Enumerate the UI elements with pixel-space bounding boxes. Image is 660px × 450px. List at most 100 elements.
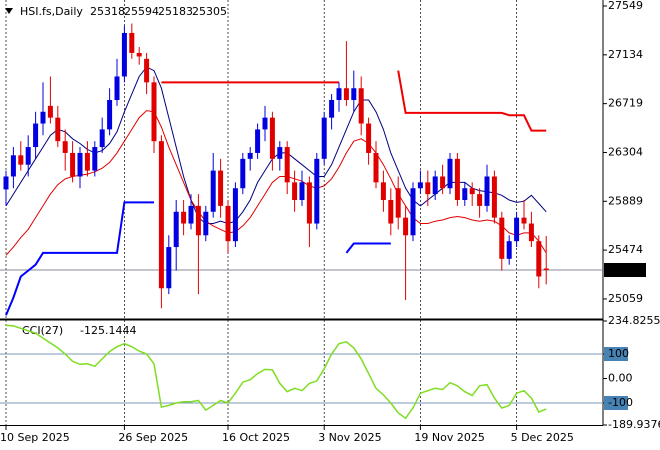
candle-body	[417, 182, 423, 189]
y-tick-label: 26719	[608, 97, 643, 110]
header-value: 25318	[90, 5, 125, 18]
candle-body	[10, 155, 16, 177]
level-box	[604, 347, 628, 362]
candle-body	[440, 176, 446, 189]
candle-body	[40, 111, 46, 124]
chart-title: HSI.fs,Daily	[20, 5, 83, 18]
candle-body	[3, 176, 9, 190]
candle-body	[195, 205, 201, 236]
candle-body	[33, 123, 39, 148]
candle-body	[232, 188, 238, 242]
candle-body	[373, 152, 379, 183]
candle-body	[262, 117, 268, 130]
candle-body	[173, 211, 179, 248]
line-series	[5, 110, 547, 256]
candle-body	[144, 58, 150, 83]
y-tick-label: 27134	[608, 48, 643, 61]
candle-body	[158, 141, 164, 289]
indicator-value: -125.1444	[80, 324, 136, 337]
candle-body	[358, 88, 364, 124]
candle-body	[543, 268, 549, 270]
header-value: 25594	[124, 5, 159, 18]
y-tick-label: 0.00	[608, 371, 633, 384]
candle-body	[336, 88, 342, 100]
candle-body	[329, 100, 335, 118]
candle-body	[77, 152, 83, 177]
candle-body	[99, 129, 105, 148]
line-series	[5, 201, 391, 316]
y-tick-label: -189.9376	[608, 418, 660, 431]
candle-body	[366, 123, 372, 153]
candle-body	[351, 88, 357, 100]
y-tick-label: 25059	[608, 292, 643, 305]
candle-body	[70, 152, 76, 177]
candle-body	[528, 223, 534, 242]
candle-body	[129, 32, 135, 53]
candle-body	[477, 194, 483, 206]
candle-body	[114, 76, 120, 100]
candle-body	[55, 117, 61, 142]
x-tick-label: 26 Sep 2025	[118, 431, 188, 444]
level-box	[604, 395, 628, 410]
y-tick-label: 26304	[608, 145, 643, 158]
price-box	[604, 263, 646, 277]
candle-body	[292, 182, 298, 200]
candle-body	[536, 241, 542, 277]
candle-body	[240, 158, 246, 189]
x-tick-label: 10 Sep 2025	[0, 431, 70, 444]
candle-body	[284, 147, 290, 183]
line-series	[161, 70, 547, 132]
y-tick-label: -100	[608, 396, 633, 409]
candle-body	[47, 105, 53, 118]
candle-body	[247, 152, 253, 159]
candle-body	[299, 182, 305, 200]
candle-body	[62, 141, 68, 153]
candle-body	[343, 88, 349, 100]
x-tick-label: 16 Oct 2025	[222, 431, 290, 444]
header-value: 25183	[158, 5, 193, 18]
header-value: 25305	[192, 5, 227, 18]
candle-body	[462, 188, 468, 200]
candle-body	[380, 182, 386, 200]
candle-body	[107, 100, 113, 130]
candle-body	[306, 182, 312, 224]
candle-body	[506, 241, 512, 259]
indicator-title: CCI(27)	[22, 324, 63, 337]
candle-body	[166, 247, 172, 289]
x-tick-label: 5 Dec 2025	[511, 431, 574, 444]
candle-body	[92, 147, 98, 171]
candle-body	[210, 170, 216, 212]
candle-body	[521, 217, 527, 224]
candle-body	[484, 176, 490, 206]
price-label: 25305	[608, 263, 643, 276]
candle-body	[203, 211, 209, 236]
candle-body	[514, 217, 520, 242]
y-tick-label: 234.8255	[608, 314, 660, 327]
candle-body	[395, 188, 401, 218]
candle-body	[454, 158, 460, 200]
candle-body	[218, 170, 224, 206]
candle-body	[403, 217, 409, 236]
candle-body	[432, 176, 438, 195]
candle-body	[314, 158, 320, 224]
y-tick-label: 25474	[608, 243, 643, 256]
candle-body	[121, 32, 127, 77]
candle-body	[151, 82, 157, 142]
candle-body	[25, 147, 31, 165]
x-tick-label: 19 Nov 2025	[414, 431, 484, 444]
candle-body	[447, 158, 453, 189]
candle-body	[181, 211, 187, 224]
candle-body	[269, 117, 275, 159]
candle-body	[136, 52, 142, 57]
menu-triangle	[5, 8, 13, 14]
candle-body	[388, 200, 394, 224]
y-tick-label: 25889	[608, 194, 643, 207]
candle-body	[499, 217, 505, 259]
candle-body	[410, 188, 416, 236]
candle-body	[425, 182, 431, 195]
y-tick-label: 27549	[608, 0, 643, 12]
candle-body	[84, 152, 90, 171]
candle-body	[255, 129, 261, 153]
